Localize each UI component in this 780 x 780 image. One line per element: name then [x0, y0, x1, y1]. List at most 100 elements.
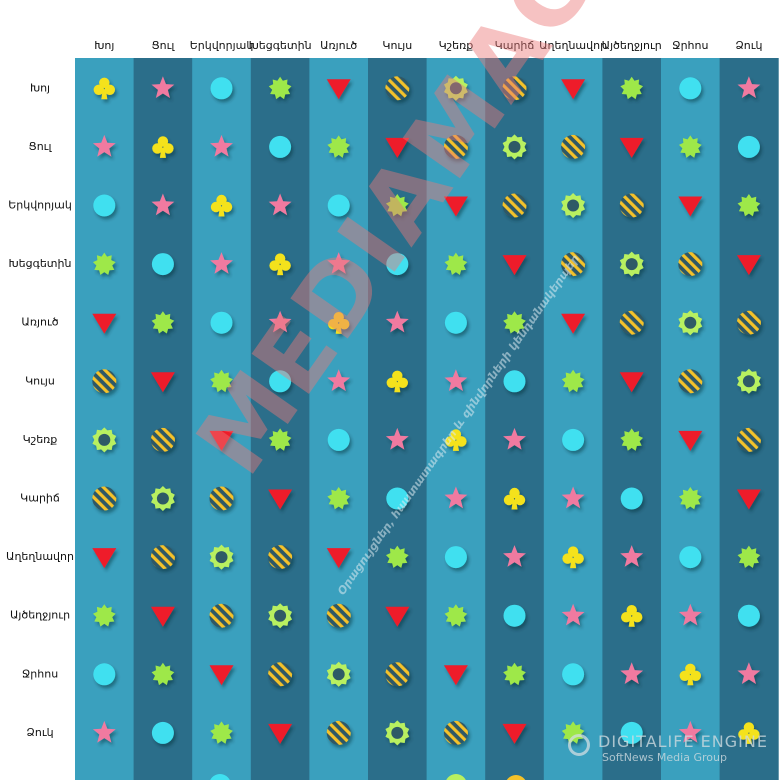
clover-icon [503, 487, 526, 510]
grid-column [602, 58, 662, 780]
circle-icon [386, 253, 409, 276]
clover-icon [269, 253, 291, 276]
grid-cell [268, 193, 292, 216]
striped-icon [678, 369, 703, 394]
grid-cell [443, 196, 468, 217]
circle-icon [210, 774, 230, 780]
grid-cell [678, 720, 702, 743]
sunburst-icon [444, 604, 468, 627]
grid-cell [150, 545, 175, 570]
grid-cell [736, 255, 761, 276]
circle-icon [679, 77, 702, 100]
grid-cell [210, 134, 233, 157]
grid-cell [386, 253, 409, 276]
striped-icon [736, 310, 761, 335]
grid-cell [385, 606, 410, 627]
star-icon [92, 720, 116, 743]
grid-cell [444, 311, 467, 334]
grid-cell [268, 545, 293, 570]
star-icon [737, 662, 761, 685]
grid-cell [561, 486, 585, 509]
grid-cell [150, 427, 175, 452]
star-icon [327, 369, 351, 392]
grid-cell [210, 252, 233, 274]
grid-cell [151, 76, 175, 99]
sunburst-icon [503, 311, 526, 334]
sunburst-icon [561, 369, 585, 393]
grid-cell [326, 603, 351, 628]
circle-icon [93, 663, 116, 686]
striped-icon [268, 545, 293, 570]
grid-cell [620, 487, 643, 510]
column-header: Կույս [382, 39, 412, 52]
triangle-icon [150, 372, 175, 393]
ring-icon [446, 774, 466, 780]
striped-icon [326, 720, 351, 745]
grid-cell [503, 427, 526, 450]
star-icon [678, 603, 702, 626]
sunburst-icon [737, 545, 761, 568]
grid-cell [92, 486, 117, 511]
grid-cell [678, 603, 702, 626]
grid-cell [385, 662, 410, 687]
grid-cell [209, 544, 234, 570]
row-header: Աղեղնավոր [6, 550, 74, 563]
triangle-icon [326, 548, 351, 569]
sunburst-icon [268, 428, 292, 451]
triangle-icon [92, 548, 117, 569]
row-header: Խոյ [30, 81, 50, 94]
grid-cells [92, 75, 761, 746]
grid-cell [738, 722, 760, 744]
striped-icon [502, 193, 527, 218]
grid-cell [327, 428, 350, 451]
grid-cell [737, 194, 761, 217]
grid-column [426, 58, 486, 780]
grid-cell [269, 135, 292, 158]
grid-cell [151, 253, 174, 276]
grid-cell [268, 310, 292, 333]
clover-icon [738, 722, 760, 744]
star-icon [151, 76, 175, 99]
star-icon [561, 486, 585, 509]
grid-cell [151, 486, 175, 511]
grid-cell [443, 134, 468, 159]
ring-icon [561, 193, 585, 218]
ring-icon [268, 603, 292, 629]
row-header: Ջրհոս [22, 667, 58, 680]
sunburst-icon [678, 135, 702, 158]
grid-cell [620, 545, 644, 567]
triangle-icon [268, 723, 293, 744]
striped-icon [209, 603, 234, 628]
grid-cell [503, 487, 526, 510]
grid-cell [503, 545, 526, 567]
grid-column [543, 58, 603, 780]
star-icon [210, 252, 233, 274]
grid-cell [502, 193, 527, 218]
row-header: Կույս [25, 374, 55, 387]
grid-cell [619, 193, 644, 218]
grid-cell [328, 312, 350, 334]
grid-cell [562, 428, 585, 451]
star-icon [327, 252, 351, 274]
star-icon [503, 427, 526, 450]
clover-icon [152, 136, 174, 158]
star-icon [561, 603, 585, 626]
grid-cell [502, 76, 527, 101]
circle-icon [151, 721, 174, 744]
grid-cell [151, 193, 175, 216]
column-header: Երկվորյակ [190, 39, 254, 52]
grid-column [250, 58, 310, 780]
grid-cell [385, 427, 409, 450]
triangle-icon [678, 196, 703, 217]
sunburst-icon [385, 545, 409, 568]
circle-icon [93, 194, 116, 217]
circle-icon [737, 135, 760, 158]
grid-cell [444, 75, 468, 101]
grid-cell [93, 77, 116, 100]
star-icon [385, 427, 409, 450]
triangle-icon [561, 313, 586, 334]
sunburst-icon [737, 194, 761, 217]
grid-cell [737, 545, 761, 568]
sunburst-icon [210, 369, 233, 393]
